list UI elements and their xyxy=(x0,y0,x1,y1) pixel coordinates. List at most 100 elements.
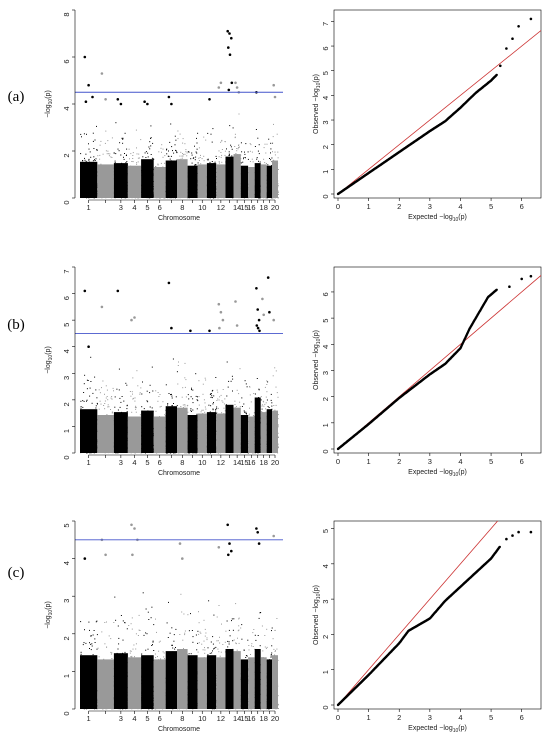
manhattan-point xyxy=(259,161,261,163)
manhattan-point xyxy=(99,392,101,394)
x-tick-label-chr5: 5 xyxy=(145,203,149,212)
chromosome-cloud-5 xyxy=(141,366,155,454)
manhattan-point xyxy=(82,400,84,402)
manhattan-point xyxy=(270,152,271,154)
manhattan-point xyxy=(243,158,244,160)
manhattan-point xyxy=(250,144,252,146)
manhattan-point xyxy=(97,403,98,405)
manhattan-point xyxy=(105,397,107,399)
y-tick-label: 0 xyxy=(62,201,71,205)
qq-x-tick-label: 4 xyxy=(458,202,462,211)
manhattan-point xyxy=(140,139,142,141)
snp-point-chr3 xyxy=(116,98,120,101)
manhattan-point xyxy=(147,401,149,403)
manhattan-point xyxy=(264,143,266,145)
qq-y-tick-label: 7 xyxy=(321,22,330,26)
snp-point-chr11 xyxy=(208,98,211,101)
manhattan-point xyxy=(86,388,88,390)
manhattan-point xyxy=(272,142,274,144)
manhattan-point xyxy=(155,390,157,392)
manhattan-point xyxy=(186,155,188,157)
manhattan-point xyxy=(277,191,279,193)
snp-point-chr14 xyxy=(235,86,239,89)
manhattan-point xyxy=(274,154,276,156)
manhattan-point xyxy=(150,145,152,147)
manhattan-point xyxy=(204,402,206,404)
manhattan-point xyxy=(108,155,110,157)
manhattan-point xyxy=(205,139,207,141)
manhattan-point xyxy=(277,151,279,153)
qq-tail-point xyxy=(511,37,514,40)
manhattan-point xyxy=(120,154,122,156)
manhattan-point xyxy=(184,405,186,407)
manhattan-point xyxy=(186,152,188,154)
manhattan-point xyxy=(150,137,151,139)
manhattan-point xyxy=(96,125,97,127)
snp-point-chr2 xyxy=(104,98,107,101)
manhattan-point xyxy=(184,386,186,388)
manhattan-point xyxy=(224,150,226,152)
manhattan-point xyxy=(202,393,204,395)
qq-tail-point xyxy=(505,47,508,50)
manhattan-point xyxy=(215,155,217,157)
manhattan-point xyxy=(152,390,154,392)
manhattan-point xyxy=(168,150,169,152)
manhattan-point xyxy=(106,414,108,416)
manhattan-point xyxy=(86,379,88,381)
qq-y-tick-label: 3 xyxy=(321,120,330,124)
manhattan-point xyxy=(182,155,184,157)
chromosome-body-5 xyxy=(141,410,154,453)
manhattan-point xyxy=(198,404,200,406)
manhattan-point xyxy=(85,160,87,162)
qq-y-tick-label: 4 xyxy=(321,96,330,100)
qq-point xyxy=(495,73,498,77)
chromosome-body-2 xyxy=(97,415,114,453)
manhattan-point xyxy=(160,162,162,164)
manhattan-point xyxy=(147,156,149,158)
manhattan-point xyxy=(104,408,106,410)
manhattan-point xyxy=(164,162,166,164)
manhattan-point xyxy=(144,152,146,154)
chromosome-body-7 xyxy=(165,160,177,198)
manhattan-point xyxy=(86,133,87,135)
manhattan-point xyxy=(111,411,113,413)
manhattan-point xyxy=(231,155,233,157)
manhattan-point xyxy=(230,144,232,146)
manhattan-point xyxy=(221,139,223,141)
manhattan-point xyxy=(98,389,100,391)
chromosome-cloud-18 xyxy=(260,143,268,199)
manhattan-point xyxy=(238,145,239,147)
manhattan-point xyxy=(111,412,113,414)
manhattan-point xyxy=(100,140,102,142)
qq-x-tick-label: 6 xyxy=(520,202,524,211)
chromosome-cloud-14 xyxy=(233,113,242,199)
manhattan-point xyxy=(132,398,134,400)
manhattan-point xyxy=(258,153,260,155)
y-tick-label: 8 xyxy=(62,13,71,17)
manhattan-point xyxy=(122,142,124,144)
manhattan-point xyxy=(96,397,98,399)
manhattan-point xyxy=(125,162,127,164)
snp-point-chr12 xyxy=(219,81,223,85)
manhattan-point xyxy=(90,156,92,158)
qq-x-axis-title: Expected −log10(p) xyxy=(408,214,467,223)
manhattan-point xyxy=(131,391,133,393)
manhattan-point xyxy=(256,158,258,160)
manhattan-point xyxy=(115,122,117,124)
qq-y-tick-label: 2 xyxy=(321,145,330,149)
manhattan-point xyxy=(158,151,160,153)
manhattan-point xyxy=(174,135,176,137)
manhattan-point xyxy=(196,413,198,415)
snp-point-chr13 xyxy=(227,88,231,92)
manhattan-point xyxy=(135,405,137,407)
manhattan-point xyxy=(199,157,201,158)
manhattan-point xyxy=(161,151,162,153)
manhattan-point xyxy=(178,361,179,363)
manhattan-point xyxy=(177,365,179,366)
manhattan-point xyxy=(245,143,247,145)
snp-point-chr5 xyxy=(146,102,149,106)
qq-plot-frame xyxy=(333,9,542,199)
